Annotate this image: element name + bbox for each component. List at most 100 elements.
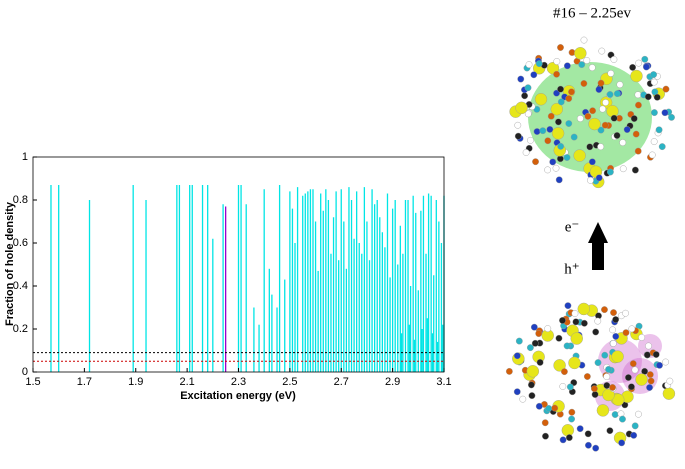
atom xyxy=(655,126,663,134)
atom xyxy=(595,174,603,182)
molecule-renders xyxy=(505,36,676,452)
atom xyxy=(505,368,513,375)
atom xyxy=(568,88,575,96)
x-tick-label: 1.5 xyxy=(25,376,40,388)
atom xyxy=(549,158,557,166)
atom xyxy=(643,351,651,359)
arrow-shaft xyxy=(592,242,604,270)
atom xyxy=(606,91,614,98)
atom xyxy=(650,109,658,116)
y-tick-label: 0.8 xyxy=(13,194,28,206)
atom xyxy=(564,302,572,310)
atom xyxy=(588,158,596,166)
atom xyxy=(610,56,618,63)
atom xyxy=(563,154,571,161)
atom xyxy=(519,395,527,403)
atom xyxy=(597,79,605,87)
atom xyxy=(609,340,617,347)
atom xyxy=(601,121,609,129)
atom xyxy=(528,392,536,400)
x-tick-label: 3.1 xyxy=(436,376,451,388)
atom xyxy=(625,374,632,381)
atom xyxy=(619,139,627,147)
atom xyxy=(628,325,636,333)
atom xyxy=(573,149,586,162)
atom xyxy=(631,422,639,430)
atom xyxy=(568,415,575,423)
hole-label: h⁺ xyxy=(564,261,579,277)
atom xyxy=(578,61,586,68)
atom xyxy=(547,112,555,120)
atom xyxy=(613,132,621,139)
atom xyxy=(515,337,523,345)
atom xyxy=(580,80,588,87)
atom xyxy=(598,47,606,55)
atom xyxy=(565,95,573,102)
atom xyxy=(619,165,627,173)
atom xyxy=(635,373,648,386)
atom xyxy=(622,309,629,317)
atom xyxy=(574,47,587,60)
atom xyxy=(601,351,609,359)
atom xyxy=(644,93,652,101)
atom xyxy=(650,78,658,86)
atom xyxy=(565,120,573,127)
atom xyxy=(602,99,610,106)
atom xyxy=(645,342,652,350)
y-tick-label: 0.6 xyxy=(13,237,28,249)
atom xyxy=(576,115,584,122)
atom xyxy=(607,70,615,77)
atom xyxy=(596,404,610,417)
atom xyxy=(594,317,602,325)
atom xyxy=(551,404,559,412)
atom xyxy=(634,147,642,155)
atom xyxy=(546,126,554,133)
arrow-head xyxy=(588,222,608,243)
atom xyxy=(629,63,636,71)
atom xyxy=(563,62,571,70)
atom xyxy=(563,342,571,350)
atom xyxy=(514,121,522,129)
atom xyxy=(638,334,646,341)
atom xyxy=(592,444,600,452)
atom xyxy=(513,352,521,360)
y-tick-label: 0.4 xyxy=(13,280,28,292)
atom xyxy=(572,318,580,326)
atom xyxy=(606,168,614,176)
atom xyxy=(635,101,642,109)
x-tick-label: 2.7 xyxy=(334,376,349,388)
atom xyxy=(552,164,560,172)
atom xyxy=(647,377,655,385)
atom xyxy=(632,130,640,138)
atom xyxy=(559,317,566,324)
atom xyxy=(577,302,590,316)
atom xyxy=(557,142,565,150)
atom xyxy=(551,127,565,140)
y-tick-label: 1 xyxy=(22,151,28,163)
atom xyxy=(535,330,543,337)
atom xyxy=(589,107,597,115)
atom xyxy=(610,114,618,122)
atom xyxy=(631,166,639,174)
atom xyxy=(622,329,630,337)
atom xyxy=(609,384,616,391)
x-tick-label: 1.9 xyxy=(128,376,143,388)
atom xyxy=(568,408,576,416)
atom xyxy=(553,70,560,78)
atom xyxy=(597,126,605,134)
atom xyxy=(555,176,563,184)
atom xyxy=(526,365,540,378)
atom xyxy=(594,359,602,367)
x-tick-label: 2.9 xyxy=(385,376,400,388)
atom xyxy=(557,98,565,106)
atom xyxy=(545,405,553,412)
atom xyxy=(602,388,615,402)
atom xyxy=(550,103,563,116)
atom xyxy=(517,75,525,83)
atom xyxy=(584,112,592,120)
atom xyxy=(650,71,657,78)
atom xyxy=(612,316,620,323)
atom xyxy=(534,93,548,106)
atom xyxy=(591,391,599,398)
